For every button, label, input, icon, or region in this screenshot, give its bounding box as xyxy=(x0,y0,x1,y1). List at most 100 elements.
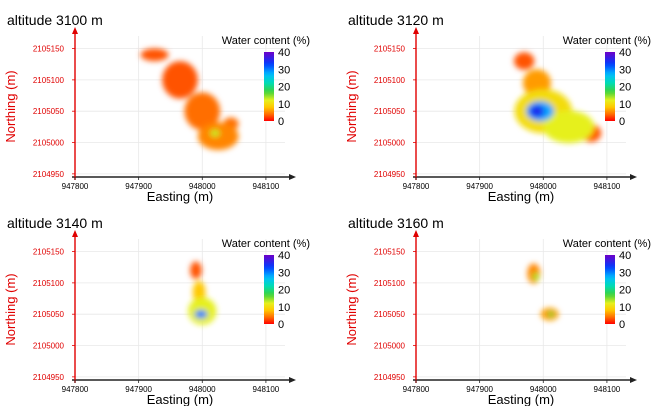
colorbar-tick-label: 30 xyxy=(619,267,631,279)
x-axis-arrow xyxy=(630,174,637,180)
x-tick-label: 947800 xyxy=(403,182,430,191)
x-tick-label: 947900 xyxy=(466,385,493,394)
heatmap-cell xyxy=(529,104,545,118)
heatmap-layer xyxy=(140,48,239,151)
y-tick-label: 2105000 xyxy=(374,342,406,351)
colorbar-tick-label: 0 xyxy=(278,319,284,331)
colorbar-tick-label: 30 xyxy=(619,64,631,76)
y-axis-label: Northing (m) xyxy=(344,273,359,345)
colorbar-tick-label: 40 xyxy=(619,250,631,262)
heatmap-layer xyxy=(514,52,602,144)
heatmap-cell xyxy=(514,52,535,70)
y-tick-label: 2105100 xyxy=(33,279,65,288)
chart-panel-2: altitude 3120 m 947800 947900 948000 948100 2… xyxy=(344,12,651,204)
y-tick-label: 2105100 xyxy=(374,279,406,288)
y-tick-label: 2105050 xyxy=(374,310,406,319)
x-tick-label: 947800 xyxy=(62,385,89,394)
y-tick-label: 2105150 xyxy=(374,45,406,54)
y-tick-label: 2104950 xyxy=(33,170,65,179)
colorbar-tick-label: 0 xyxy=(619,319,625,331)
colorbar-tick-label: 20 xyxy=(619,285,631,297)
colorbar xyxy=(264,52,274,121)
colorbar-tick-label: 20 xyxy=(278,285,290,297)
heatmap-cell xyxy=(184,92,221,130)
colorbar-tick-label: 40 xyxy=(619,47,631,59)
y-tick-label: 2105000 xyxy=(33,139,65,148)
colorbar-title: Water content (%) xyxy=(563,238,651,250)
y-axis-arrow xyxy=(72,27,78,34)
colorbar xyxy=(605,52,615,121)
x-tick-label: 948000 xyxy=(530,385,557,394)
x-tick-label: 947800 xyxy=(62,182,89,191)
heatmap-cell xyxy=(209,129,221,137)
x-axis-label: Easting (m) xyxy=(488,392,554,406)
x-axis-label: Easting (m) xyxy=(147,189,213,204)
x-tick-label: 948100 xyxy=(594,385,621,394)
panel-title: altitude 3120 m xyxy=(348,12,444,28)
panel-title: altitude 3160 m xyxy=(348,215,444,231)
colorbar-tick-label: 20 xyxy=(619,82,631,94)
y-axis-label: Northing (m) xyxy=(3,70,18,142)
colorbar-tick-label: 30 xyxy=(278,267,290,279)
heatmap-cell xyxy=(190,261,202,280)
panel-title: altitude 3100 m xyxy=(7,12,103,28)
chart-panel-1: altitude 3100 m 947800 947900 948000 948100 2… xyxy=(3,12,310,204)
x-tick-label: 948000 xyxy=(189,385,216,394)
heatmap-cell xyxy=(543,110,595,144)
x-axis-label: Easting (m) xyxy=(488,189,554,204)
heatmap-cell xyxy=(162,61,198,99)
x-tick-label: 948000 xyxy=(530,182,557,191)
x-tick-label: 947800 xyxy=(403,385,430,394)
y-axis-arrow xyxy=(72,230,78,237)
colorbar-tick-label: 40 xyxy=(278,250,290,262)
x-tick-label: 947900 xyxy=(125,182,152,191)
colorbar-tick-label: 10 xyxy=(619,302,631,314)
x-tick-label: 947900 xyxy=(466,182,493,191)
colorbar-tick-label: 40 xyxy=(278,47,290,59)
chart-panel-4: altitude 3160 m 947800 947900 948000 948100 2… xyxy=(344,215,651,406)
colorbar xyxy=(605,255,615,324)
y-tick-label: 2104950 xyxy=(374,373,406,382)
heatmap-cell xyxy=(532,272,539,281)
colorbar-tick-label: 10 xyxy=(278,302,290,314)
colorbar-title: Water content (%) xyxy=(563,35,651,47)
x-axis-arrow xyxy=(630,377,637,383)
x-tick-label: 947900 xyxy=(125,385,152,394)
x-tick-label: 948000 xyxy=(189,182,216,191)
y-tick-label: 2104950 xyxy=(374,170,406,179)
colorbar-tick-label: 0 xyxy=(619,116,625,128)
y-axis-arrow xyxy=(413,230,419,237)
colorbar-tick-label: 0 xyxy=(278,116,284,128)
heatmap-layer xyxy=(527,263,559,321)
colorbar-tick-label: 10 xyxy=(619,99,631,111)
y-axis-label: Northing (m) xyxy=(344,70,359,142)
y-tick-label: 2105100 xyxy=(374,76,406,85)
x-tick-label: 948100 xyxy=(594,182,621,191)
y-tick-label: 2105150 xyxy=(33,45,65,54)
y-tick-label: 2105050 xyxy=(33,310,65,319)
heatmap-cell xyxy=(197,122,239,151)
y-tick-label: 2105100 xyxy=(33,76,65,85)
x-tick-label: 948100 xyxy=(253,182,280,191)
y-tick-label: 2104950 xyxy=(33,373,65,382)
chart-panel-3: altitude 3140 m 947800 947900 948000 948100 2… xyxy=(3,215,310,406)
y-tick-label: 2105150 xyxy=(33,248,65,257)
y-tick-label: 2105050 xyxy=(374,107,406,116)
y-tick-label: 2105000 xyxy=(33,342,65,351)
heatmap-cell xyxy=(140,48,169,62)
x-tick-label: 948100 xyxy=(253,385,280,394)
heatmap-cell xyxy=(547,311,555,318)
y-tick-label: 2105150 xyxy=(374,248,406,257)
x-axis-arrow xyxy=(289,174,296,180)
panel-title: altitude 3140 m xyxy=(7,215,103,231)
y-tick-label: 2105000 xyxy=(374,139,406,148)
colorbar-tick-label: 30 xyxy=(278,64,290,76)
y-axis-label: Northing (m) xyxy=(3,273,18,345)
y-tick-label: 2105050 xyxy=(33,107,65,116)
heatmap-layer xyxy=(188,261,217,325)
y-axis-arrow xyxy=(413,27,419,34)
colorbar-title: Water content (%) xyxy=(222,35,310,47)
heatmap-cell xyxy=(194,309,208,319)
x-axis-label: Easting (m) xyxy=(147,392,213,406)
